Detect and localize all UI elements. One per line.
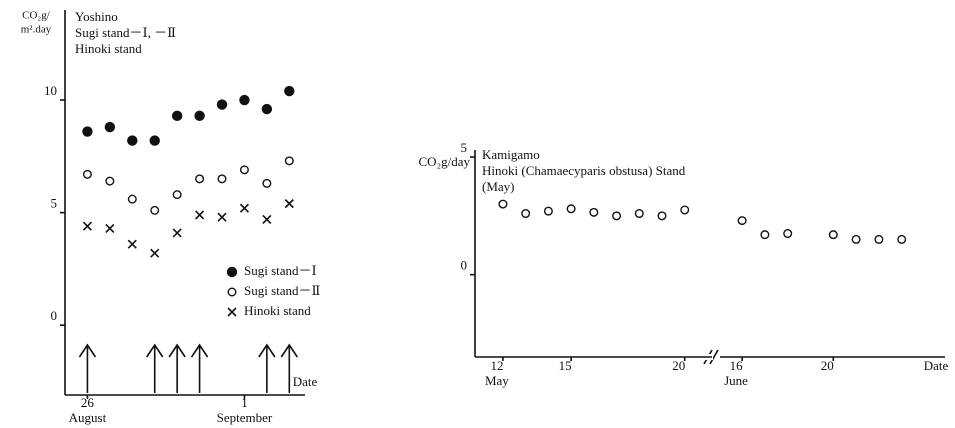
marker-circle: [262, 178, 272, 188]
legend-label: Sugi stand－Ⅱ: [244, 283, 321, 298]
y-axis-label: CO₂g/day: [419, 154, 471, 169]
marker-x: [284, 199, 294, 209]
arrow: [258, 343, 276, 393]
marker-circle: [104, 121, 116, 133]
marker-circle: [239, 94, 250, 106]
title-line: Hinoki stand: [75, 41, 142, 56]
marker-x: [262, 214, 272, 224]
marker-circle: [195, 174, 205, 184]
title-line: (May): [482, 179, 515, 194]
marker-circle: [566, 204, 576, 214]
marker-circle: [521, 209, 531, 219]
month-label: May: [485, 373, 509, 388]
month-label: June: [724, 373, 748, 388]
marker-circle: [261, 103, 273, 115]
marker-circle: [172, 190, 182, 200]
arrow: [168, 343, 186, 393]
marker-circle: [498, 199, 508, 209]
marker-circle: [612, 211, 622, 221]
y-tick-label: 10: [44, 83, 57, 98]
legend-marker: [226, 266, 238, 278]
marker-x: [105, 223, 115, 233]
marker-x: [239, 203, 250, 213]
y-axis-label: m².day: [21, 24, 52, 36]
marker-circle: [851, 234, 861, 244]
marker-circle: [828, 230, 838, 240]
marker-circle: [149, 135, 160, 146]
marker-circle: [284, 156, 294, 166]
y-tick-label: 0: [461, 258, 468, 273]
legend-marker: [227, 287, 237, 297]
marker-circle: [543, 206, 553, 216]
y-tick-label: 0: [51, 308, 58, 323]
arrow: [280, 343, 298, 393]
month-label: August: [69, 410, 107, 425]
x-tick-label: 16: [730, 358, 744, 373]
x-tick-label: 1: [241, 395, 248, 410]
arrow: [146, 343, 164, 393]
x-tick-label: 20: [672, 358, 685, 373]
title-line: Yoshino: [75, 9, 118, 24]
marker-circle: [105, 176, 115, 186]
marker-x: [127, 239, 137, 249]
title-line: Kamigamo: [482, 147, 540, 162]
marker-circle: [216, 99, 228, 110]
marker-circle: [171, 110, 183, 122]
marker-circle: [127, 135, 138, 146]
marker-x: [172, 228, 182, 238]
axis-break: [709, 349, 719, 365]
legend-marker: [227, 307, 237, 317]
legend-label: Hinoki stand: [244, 303, 311, 318]
marker-circle: [284, 85, 295, 97]
legend-label: Sugi stand－Ⅰ: [244, 263, 317, 278]
marker-circle: [657, 211, 667, 221]
marker-x: [150, 248, 160, 258]
x-tick-label: 12: [490, 358, 503, 373]
marker-circle: [82, 126, 93, 137]
marker-circle: [150, 205, 160, 215]
y-tick-label: 5: [461, 140, 468, 155]
title-line: Sugi stand－Ⅰ, －Ⅱ: [75, 25, 176, 40]
arrow: [190, 343, 209, 393]
marker-circle: [239, 165, 249, 175]
x-axis-label: Date: [293, 374, 318, 389]
marker-circle: [127, 194, 137, 204]
marker-circle: [783, 229, 793, 239]
x-axis-label: Date: [924, 358, 949, 373]
marker-circle: [194, 110, 205, 122]
marker-circle: [680, 205, 690, 215]
marker-circle: [634, 209, 644, 219]
x-tick-label: 15: [559, 358, 572, 373]
title-line: Hinoki (Chamaecyparis obstusa) Stand: [482, 163, 686, 178]
x-tick-label: 26: [81, 395, 95, 410]
marker-circle: [760, 230, 770, 240]
arrow: [78, 343, 97, 393]
marker-circle: [217, 174, 227, 184]
marker-circle: [737, 216, 747, 226]
y-axis-label: CO₂g/: [22, 10, 51, 22]
marker-x: [217, 212, 227, 222]
marker-circle: [589, 207, 599, 217]
month-label: September: [217, 410, 273, 425]
marker-x: [82, 221, 92, 231]
marker-circle: [82, 169, 92, 179]
marker-x: [195, 210, 205, 220]
x-tick-label: 20: [821, 358, 834, 373]
y-tick-label: 5: [51, 196, 58, 211]
marker-circle: [897, 234, 907, 244]
marker-circle: [874, 234, 884, 244]
